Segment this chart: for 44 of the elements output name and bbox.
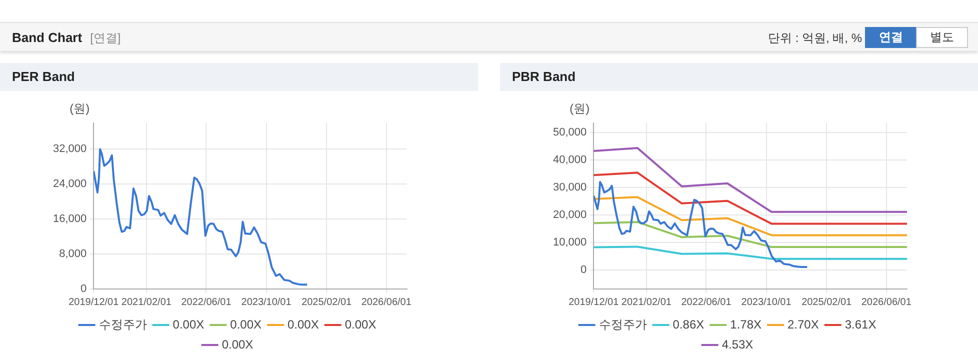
x-tick-label: 2021/02/01 bbox=[121, 296, 172, 308]
legend-label: 0.00X bbox=[230, 317, 262, 332]
y-tick-label: 10,000 bbox=[552, 236, 587, 248]
x-tick-label: 2026/06/01 bbox=[361, 296, 412, 308]
x-tick-label: 2021/02/01 bbox=[621, 296, 672, 308]
y-tick-label: 30,000 bbox=[552, 182, 587, 194]
chart-title: PER Band bbox=[0, 63, 478, 91]
legend-label: 0.00X bbox=[172, 317, 204, 332]
text: 단위 : 억원, 배, % bbox=[768, 30, 862, 47]
legend-label: 2.70X bbox=[788, 317, 819, 332]
x-tick-label: 2025/02/01 bbox=[802, 296, 852, 308]
x-tick-label: 2025/02/01 bbox=[302, 296, 352, 308]
x-tick-label: 2023/10/01 bbox=[241, 296, 292, 308]
x-tick-label: 2022/06/01 bbox=[681, 296, 732, 308]
x-tick-label: 2022/06/01 bbox=[181, 296, 232, 308]
y-tick-label: 50,000 bbox=[552, 126, 587, 139]
y-tick-label: 0 bbox=[80, 283, 87, 296]
y-tick-label: 0 bbox=[580, 264, 587, 276]
text: 별도 bbox=[916, 27, 968, 48]
chart-title: PBR Band bbox=[500, 63, 978, 91]
y-tick-label: 16,000 bbox=[52, 213, 87, 226]
legend-label: 0.00X bbox=[288, 317, 319, 332]
x-tick-label: 2023/10/01 bbox=[741, 296, 792, 308]
y-tick-label: 8,000 bbox=[59, 248, 87, 260]
y-tick-label: 24,000 bbox=[52, 178, 87, 190]
x-tick-label: 2019/12/01 bbox=[568, 296, 620, 308]
y-tick-label: 40,000 bbox=[552, 154, 587, 166]
legend-label: 1.78X bbox=[730, 317, 762, 332]
y-tick-label: 20,000 bbox=[552, 208, 587, 221]
y-axis-title: (원) bbox=[70, 101, 90, 116]
legend-label: 수정주가 bbox=[598, 317, 647, 332]
text: 연결 bbox=[865, 27, 917, 48]
legend-label: 0.00X bbox=[222, 337, 254, 352]
y-axis-title: (원) bbox=[570, 101, 590, 116]
legend-label: 4.53X bbox=[722, 337, 754, 352]
legend-label: 0.86X bbox=[672, 317, 704, 332]
x-tick-label: 2019/12/01 bbox=[68, 296, 120, 308]
x-tick-label: 2026/06/01 bbox=[861, 296, 912, 308]
legend-label: 3.61X bbox=[844, 317, 876, 332]
legend-label: 0.00X bbox=[344, 317, 376, 332]
legend-label: 수정주가 bbox=[98, 317, 147, 332]
text: Band Chart bbox=[12, 30, 82, 45]
y-tick-label: 32,000 bbox=[52, 143, 87, 156]
text: [연결] bbox=[90, 31, 121, 45]
